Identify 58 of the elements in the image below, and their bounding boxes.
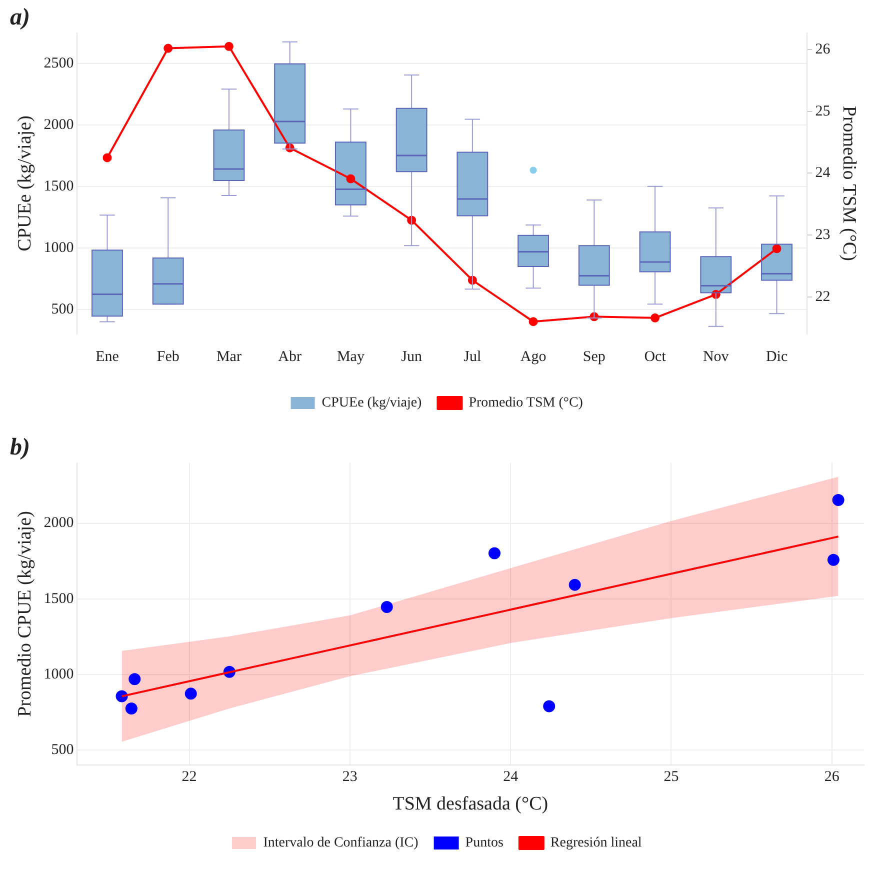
point	[772, 244, 782, 254]
x-tick-label: 22	[182, 769, 197, 786]
x-tick-label: Ene	[96, 348, 120, 365]
y-tick-label: 500	[51, 301, 74, 318]
legend-label: Puntos	[465, 836, 504, 851]
x-tick-label: Jun	[401, 348, 422, 365]
y2-axis-title: Promedio TSM (°C)	[838, 106, 860, 261]
legend-label: Promedio TSM (°C)	[468, 396, 584, 411]
y2-tick-label: 26	[815, 41, 831, 58]
x-tick-label: 25	[664, 769, 679, 786]
y-tick-label: 1500	[44, 178, 74, 194]
y-axis-title: CPUEe (kg/viaje)	[14, 116, 36, 252]
text: Intervalo de Confianza (IC)	[263, 836, 419, 851]
legend-label: CPUEe (kg/viaje)	[322, 396, 422, 411]
x-tick-label: 26	[824, 769, 840, 786]
y-tick-label: 2500	[44, 55, 74, 72]
point	[224, 42, 234, 51]
y-tick-label: 1000	[44, 666, 74, 682]
x-axis-title: TSM desfasada (°C)	[392, 794, 548, 815]
point	[346, 174, 356, 184]
point	[184, 688, 197, 700]
point	[488, 547, 500, 560]
x-tick-label: 24	[503, 769, 519, 786]
point	[380, 601, 393, 614]
x-tick-label: Mar	[216, 348, 242, 365]
point	[528, 317, 538, 326]
y2-tick-label: 22	[815, 288, 830, 305]
x-tick-label: 23	[342, 769, 358, 786]
point	[128, 673, 141, 686]
x-tick-label: Abr	[278, 348, 302, 365]
x-tick-label: Oct	[644, 348, 667, 365]
x-tick-label: Dic	[766, 348, 788, 365]
y-axis-title: Promedio CPUE (kg/viaje)	[14, 511, 36, 717]
y-tick-label: 2000	[44, 116, 74, 133]
x-tick-label: Ago	[520, 348, 546, 365]
x-tick-label: Jul	[464, 348, 482, 365]
point	[125, 702, 138, 714]
point	[832, 494, 844, 506]
y2-tick-label: 25	[815, 103, 830, 120]
point	[102, 153, 112, 162]
y2-tick-label: 24	[815, 165, 831, 182]
point	[543, 700, 556, 712]
y2-tick-label: 23	[815, 226, 830, 243]
point	[164, 44, 173, 53]
point	[568, 578, 581, 591]
y-tick-label: 500	[51, 742, 74, 758]
x-tick-label: Feb	[156, 348, 180, 365]
legend-label: Regresión lineal	[550, 836, 642, 851]
point	[650, 313, 660, 322]
chart-title: a)	[10, 4, 30, 31]
x-tick-label: Nov	[702, 348, 730, 365]
y-tick-label: 1500	[44, 590, 74, 607]
y-tick-label: 1000	[44, 240, 74, 256]
point	[827, 554, 840, 566]
x-tick-label: May	[336, 348, 365, 365]
x-tick-label: Sep	[582, 348, 606, 365]
y-tick-label: 2000	[44, 515, 74, 532]
chart-title: b)	[10, 434, 30, 461]
